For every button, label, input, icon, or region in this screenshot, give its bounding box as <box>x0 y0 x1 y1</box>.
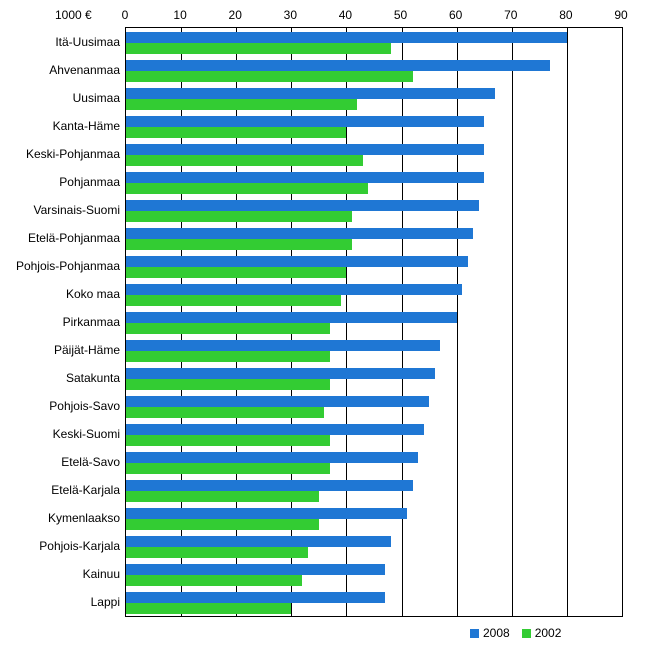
bar-2002 <box>126 463 330 474</box>
bar-2008 <box>126 396 429 407</box>
x-tick-label: 0 <box>122 8 129 22</box>
bar-2008 <box>126 312 457 323</box>
category-label: Varsinais-Suomi <box>34 203 120 217</box>
category-label: Uusimaa <box>73 91 120 105</box>
bar-2008 <box>126 32 567 43</box>
bar-2002 <box>126 435 330 446</box>
bar-2008 <box>126 256 468 267</box>
category-label: Pirkanmaa <box>63 315 120 329</box>
x-tick-label: 30 <box>284 8 297 22</box>
legend-item: 2008 <box>470 626 510 640</box>
x-tick-label: 90 <box>614 8 627 22</box>
y-axis-title: 1000 € <box>55 8 92 22</box>
bar-2008 <box>126 536 391 547</box>
category-label: Lappi <box>91 595 120 609</box>
gridline <box>512 28 513 616</box>
category-label: Päijät-Häme <box>54 343 120 357</box>
legend-label: 2008 <box>483 626 510 640</box>
x-tick-label: 70 <box>504 8 517 22</box>
legend-swatch <box>470 629 479 638</box>
legend-swatch <box>522 629 531 638</box>
bar-2002 <box>126 575 302 586</box>
x-tick-label: 50 <box>394 8 407 22</box>
category-label: Pohjanmaa <box>59 175 120 189</box>
bar-2002 <box>126 267 346 278</box>
bar-2008 <box>126 452 418 463</box>
legend: 2008 2002 <box>470 626 561 640</box>
bar-2002 <box>126 407 324 418</box>
category-label: Satakunta <box>66 371 120 385</box>
bar-2008 <box>126 144 484 155</box>
bar-2002 <box>126 351 330 362</box>
category-label: Kymenlaakso <box>48 511 120 525</box>
bar-2002 <box>126 323 330 334</box>
bar-2002 <box>126 547 308 558</box>
bar-2008 <box>126 172 484 183</box>
bar-2008 <box>126 60 550 71</box>
category-label: Ahvenanmaa <box>49 63 120 77</box>
bar-2008 <box>126 480 413 491</box>
category-label: Pohjois-Savo <box>49 399 120 413</box>
category-label: Keski-Pohjanmaa <box>26 147 120 161</box>
bar-2002 <box>126 127 346 138</box>
bar-2008 <box>126 200 479 211</box>
category-label: Etelä-Pohjanmaa <box>28 231 120 245</box>
bar-2002 <box>126 379 330 390</box>
category-label: Koko maa <box>66 287 120 301</box>
bar-2008 <box>126 592 385 603</box>
category-label: Etelä-Karjala <box>51 483 120 497</box>
x-tick-label: 60 <box>449 8 462 22</box>
bar-2002 <box>126 295 341 306</box>
legend-item: 2002 <box>522 626 562 640</box>
bar-2008 <box>126 228 473 239</box>
plot-area <box>125 27 623 617</box>
category-label: Etelä-Savo <box>61 455 120 469</box>
chart-container: 1000 € 0 10 20 30 40 50 60 70 80 90 Itä-Uusimaa Ah… <box>0 0 652 657</box>
bar-2008 <box>126 88 495 99</box>
legend-label: 2002 <box>535 626 562 640</box>
category-label: Pohjois-Karjala <box>39 539 120 553</box>
bar-2008 <box>126 508 407 519</box>
bar-2002 <box>126 155 363 166</box>
category-label: Kainuu <box>83 567 120 581</box>
bar-2002 <box>126 239 352 250</box>
category-label: Keski-Suomi <box>53 427 120 441</box>
bar-2008 <box>126 424 424 435</box>
x-tick-label: 10 <box>173 8 186 22</box>
category-label: Itä-Uusimaa <box>55 35 120 49</box>
bar-2002 <box>126 491 319 502</box>
bar-2002 <box>126 99 357 110</box>
bar-2002 <box>126 183 368 194</box>
bar-2002 <box>126 43 391 54</box>
category-label: Kanta-Häme <box>53 119 120 133</box>
bar-2008 <box>126 368 435 379</box>
x-tick-label: 20 <box>229 8 242 22</box>
bar-2008 <box>126 564 385 575</box>
category-label: Pohjois-Pohjanmaa <box>16 259 120 273</box>
bar-2002 <box>126 519 319 530</box>
bar-2008 <box>126 340 440 351</box>
x-tick-label: 80 <box>559 8 572 22</box>
bar-2002 <box>126 603 291 614</box>
bar-2008 <box>126 284 462 295</box>
bar-2008 <box>126 116 484 127</box>
bar-2002 <box>126 71 413 82</box>
x-tick-label: 40 <box>339 8 352 22</box>
gridline <box>567 28 568 616</box>
bar-2002 <box>126 211 352 222</box>
